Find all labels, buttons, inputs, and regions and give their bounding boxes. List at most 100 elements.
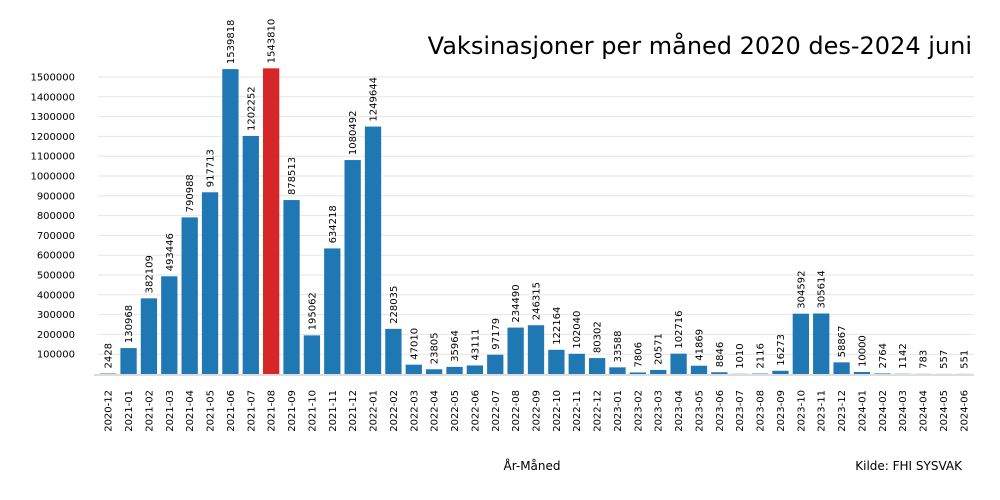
value-label: 1202252: [246, 86, 257, 131]
value-label: 228035: [389, 286, 400, 324]
x-tick-label: 2022-04: [430, 390, 441, 432]
x-tick-label: 2024-02: [878, 390, 889, 432]
y-axis-ticks: 100000 200000 300000 400000 500000 600000 7000…: [30, 73, 75, 361]
x-tick-label: 2022-01: [369, 390, 380, 432]
x-tick-label: 2023-01: [613, 390, 624, 432]
x-tick-label: 2022-08: [511, 390, 522, 432]
value-label: 58867: [837, 326, 848, 358]
value-label: 382109: [144, 255, 155, 293]
bar: [833, 362, 850, 374]
bar: [263, 68, 280, 374]
bar: [670, 353, 687, 374]
bar: [181, 217, 198, 374]
x-tick-label: 2021-12: [348, 390, 359, 432]
value-label: 1249644: [369, 77, 380, 122]
value-label: 102716: [674, 310, 685, 348]
bars: [100, 68, 972, 375]
bar: [405, 364, 422, 374]
bar: [853, 372, 871, 374]
x-tick-label: 2022-11: [572, 390, 583, 432]
value-label: 195062: [307, 292, 318, 330]
x-tick-label: 2021-07: [246, 390, 257, 432]
y-tick-label: 900000: [37, 191, 75, 202]
x-tick-label: 2021-10: [307, 390, 318, 432]
x-tick-label: 2021-03: [165, 390, 176, 432]
bar: [487, 354, 504, 374]
value-label: 80302: [593, 321, 604, 353]
x-tick-label: 2022-03: [409, 390, 420, 432]
value-label: 2764: [878, 343, 889, 368]
bar: [548, 349, 565, 374]
source-note: Kilde: FHI SYSVAK: [855, 459, 963, 473]
bar: [650, 369, 667, 374]
bar: [711, 372, 728, 374]
y-tick-label: 400000: [37, 290, 75, 301]
value-label: 634218: [328, 205, 339, 243]
y-tick-label: 600000: [37, 251, 75, 262]
y-tick-label: 1500000: [30, 73, 75, 84]
bar: [161, 276, 178, 374]
x-tick-label: 2023-05: [694, 390, 705, 432]
value-label: 917713: [206, 149, 217, 187]
value-label: 20571: [654, 333, 665, 365]
bar: [140, 298, 158, 374]
bar: [609, 367, 626, 374]
y-tick-label: 1400000: [30, 92, 75, 103]
x-tick-label: 2022-10: [552, 390, 563, 432]
bar: [385, 328, 402, 374]
x-axis-label: År-Måned: [503, 458, 560, 473]
value-label: 790988: [185, 174, 196, 212]
x-tick-label: 2022-12: [593, 390, 604, 432]
y-tick-label: 800000: [37, 211, 75, 222]
value-label: 41869: [694, 329, 705, 361]
value-label: 47010: [409, 328, 420, 360]
bar: [303, 335, 321, 374]
x-tick-label: 2022-06: [470, 390, 481, 432]
bar: [283, 200, 300, 374]
value-label: 7806: [633, 342, 644, 367]
bar: [120, 348, 137, 374]
x-tick-label: 2023-12: [837, 390, 848, 432]
x-tick-label: 2024-03: [898, 390, 909, 432]
bar: [874, 373, 891, 374]
bar: [242, 135, 259, 374]
x-tick-label: 2023-11: [817, 390, 828, 432]
x-tick-label: 2023-03: [654, 390, 665, 432]
chart-title: Vaksinasjoner per måned 2020 des-2024 ju…: [428, 31, 972, 60]
x-tick-label: 2024-06: [959, 390, 970, 432]
x-tick-label: 2023-08: [756, 390, 767, 432]
x-tick-label: 2021-05: [206, 390, 217, 432]
x-tick-label: 2021-02: [144, 390, 155, 432]
x-tick-label: 2021-09: [287, 390, 298, 432]
value-label: 16273: [776, 334, 787, 366]
x-tick-label: 2021-04: [185, 390, 196, 432]
value-label: 234490: [511, 284, 522, 322]
x-tick-label: 2021-06: [226, 390, 237, 432]
y-tick-label: 700000: [37, 231, 75, 242]
bar: [690, 365, 708, 374]
value-label: 8846: [715, 342, 726, 367]
x-tick-label: 2023-09: [776, 390, 787, 432]
x-tick-label: 2020-12: [104, 390, 115, 432]
value-label: 1142: [898, 343, 909, 368]
bar: [568, 353, 585, 374]
bar: [629, 372, 647, 374]
bar: [344, 160, 361, 374]
x-tick-label: 2022-09: [532, 390, 543, 432]
value-label: 493446: [165, 233, 176, 271]
bar: [772, 370, 789, 374]
x-tick-label: 2024-04: [919, 390, 930, 432]
value-labels: 2428 130968 382109 493446 790988 917713 153981…: [104, 19, 971, 369]
value-label: 122164: [552, 307, 563, 345]
value-label: 551: [959, 350, 970, 369]
value-label: 878513: [287, 157, 298, 195]
value-label: 97179: [491, 318, 502, 350]
value-label: 10000: [857, 335, 868, 367]
x-tick-label: 2022-07: [491, 390, 502, 432]
bar: [425, 369, 443, 374]
value-label: 1080492: [348, 111, 359, 156]
x-tick-label: 2023-10: [796, 390, 807, 432]
bar: [222, 69, 239, 375]
bar: [527, 325, 545, 374]
value-label: 43111: [470, 329, 481, 361]
